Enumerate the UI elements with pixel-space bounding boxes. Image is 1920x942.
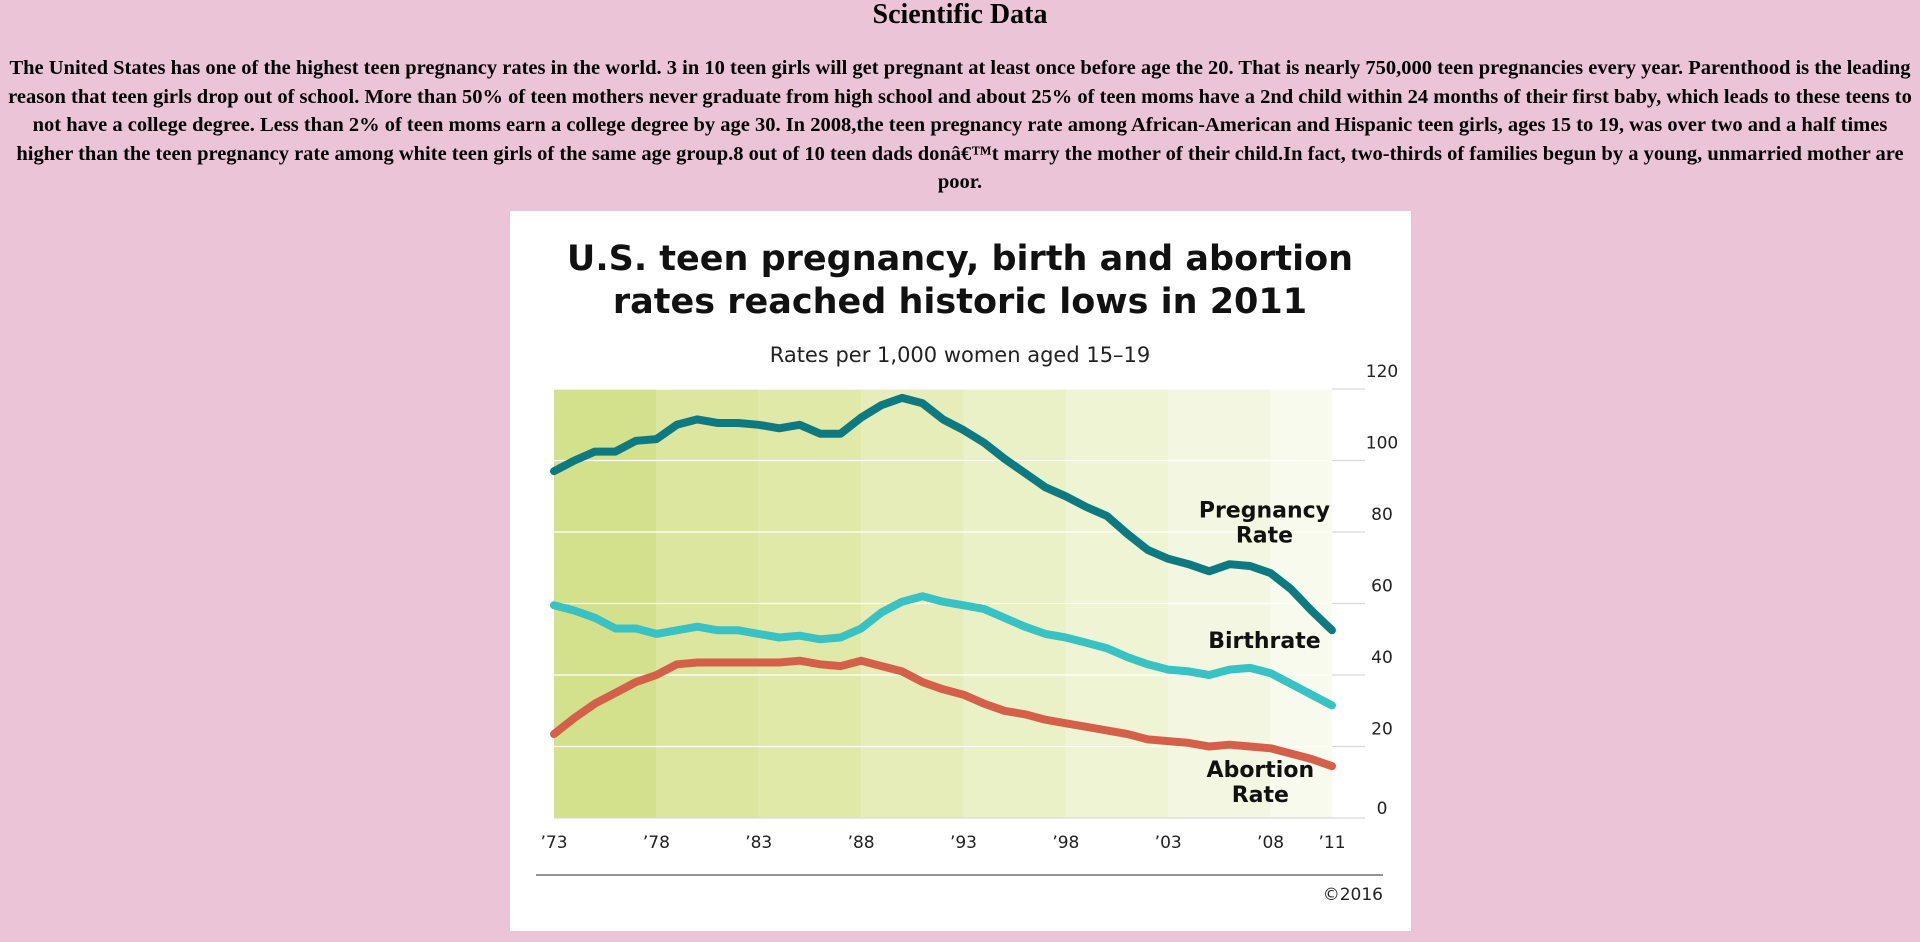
y-tick-label: 60 [1371, 577, 1393, 597]
series-label-line: Rate [1236, 524, 1293, 549]
chart-figure: U.S. teen pregnancy, birth and abortion … [510, 211, 1411, 931]
y-tick-label: 40 [1371, 648, 1393, 668]
series-line-birthrate [550, 592, 1336, 710]
chart-title-line-1: U.S. teen pregnancy, birth and abortion [567, 239, 1353, 279]
series-label-pregnancy-rate: Pregnancy Rate [1199, 499, 1330, 549]
x-tick-label: ’73 [540, 833, 567, 853]
y-tick-label: 120 [1366, 362, 1398, 382]
y-axis: 0 20 40 60 80 100 120 [1366, 362, 1398, 819]
y-tick-label: 20 [1371, 720, 1393, 740]
series-label-line: Birthrate [1208, 629, 1320, 654]
chart-title-line-2: rates reached historic lows in 2011 [613, 282, 1307, 322]
series-label-birthrate: Birthrate [1208, 629, 1320, 654]
series-label-line: Pregnancy [1199, 499, 1330, 524]
x-axis: ’73 ’78 ’83 ’88 ’93 ’98 ’03 ’08 ’11 [540, 833, 1345, 853]
series-line-abortion-rate [550, 656, 1336, 771]
x-tick-label: ’78 [643, 833, 670, 853]
page-heading: Scientific Data [872, 0, 1048, 30]
x-tick-label: ’93 [950, 833, 977, 853]
x-tick-label: ’08 [1257, 833, 1284, 853]
y-tick-label: 100 [1366, 434, 1398, 454]
copyright-note: ©2016 [1323, 885, 1383, 905]
series-label-abortion-rate: Abortion Rate [1207, 758, 1315, 808]
series-label-line: Abortion [1207, 758, 1315, 783]
x-tick-label: ’98 [1052, 833, 1079, 853]
x-tick-label: ’11 [1318, 833, 1345, 853]
series-lines [550, 393, 1336, 771]
x-tick-label: ’83 [745, 833, 772, 853]
series-label-line: Rate [1232, 783, 1289, 808]
y-tick-label: 0 [1377, 799, 1388, 819]
teen-rates-line-chart: U.S. teen pregnancy, birth and abortion … [536, 239, 1398, 905]
intro-paragraph: The United States has one of the highest… [8, 57, 1912, 193]
series-line-pregnancy-rate [550, 393, 1336, 635]
x-tick-label: ’03 [1155, 833, 1182, 853]
y-tick-label: 80 [1371, 505, 1393, 525]
x-tick-label: ’88 [848, 833, 875, 853]
chart-subtitle: Rates per 1,000 women aged 15–19 [770, 343, 1151, 367]
